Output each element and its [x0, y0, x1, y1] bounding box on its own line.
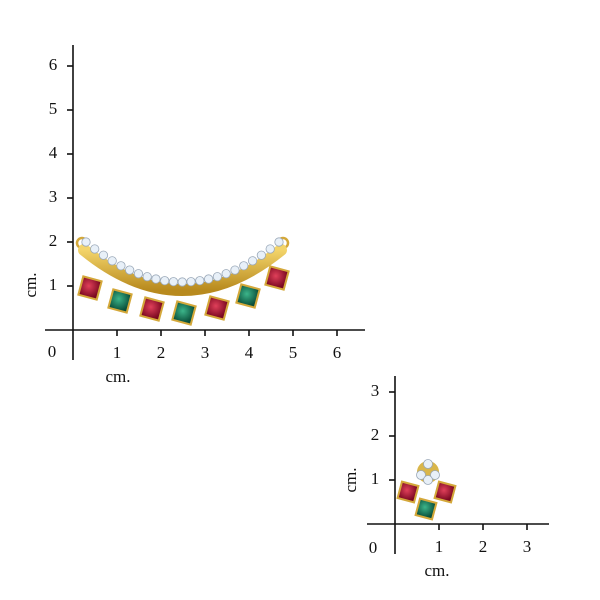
y-tick-label: 2	[371, 425, 380, 444]
x-tick-label: 1	[113, 343, 122, 362]
diamond	[430, 470, 440, 480]
diamond	[212, 272, 222, 282]
diamond	[274, 237, 284, 247]
gem	[266, 267, 288, 289]
x-tick-label: 6	[333, 343, 342, 362]
gem	[398, 482, 418, 502]
x-tick-label: 3	[523, 537, 532, 556]
diamond	[81, 237, 91, 247]
x-axis-label: cm.	[424, 561, 449, 580]
y-tick-label: 2	[49, 231, 58, 250]
diamond	[142, 272, 152, 282]
diamond	[168, 277, 179, 287]
y-tick-label: 4	[49, 143, 58, 162]
diamond	[416, 470, 426, 480]
gem	[173, 302, 195, 324]
diamond	[195, 276, 205, 286]
gem	[109, 290, 131, 312]
y-tick-label: 3	[49, 187, 58, 206]
diamond	[221, 269, 231, 279]
diamond	[186, 277, 196, 287]
diamond	[98, 250, 109, 260]
diamond	[203, 274, 214, 284]
gem	[141, 298, 163, 320]
diamond	[177, 277, 187, 287]
y-tick-label: 6	[49, 55, 58, 74]
y-tick-label: 5	[49, 99, 58, 118]
y-axis-label: cm.	[21, 272, 40, 297]
gem	[237, 285, 259, 307]
diamond	[423, 475, 433, 485]
pendant-image	[75, 236, 290, 326]
diamond	[90, 244, 100, 254]
origin-label: 0	[48, 342, 57, 361]
gem	[435, 482, 455, 502]
y-tick-label: 1	[49, 275, 58, 294]
x-tick-label: 5	[289, 343, 298, 362]
earring-image	[396, 459, 457, 521]
diamond	[160, 276, 170, 286]
x-tick-label: 3	[201, 343, 210, 362]
y-tick-label: 1	[371, 469, 380, 488]
diamond	[423, 459, 433, 469]
gem	[79, 277, 101, 299]
gem	[416, 499, 436, 519]
y-axis-label: cm.	[341, 467, 360, 492]
y-tick-label: 3	[371, 381, 380, 400]
origin-label: 0	[369, 538, 378, 557]
x-tick-label: 2	[479, 537, 488, 556]
x-tick-label: 2	[157, 343, 166, 362]
diamond	[265, 244, 275, 254]
diamond	[116, 261, 126, 271]
diamond	[239, 261, 249, 271]
x-tick-label: 4	[245, 343, 254, 362]
diamond	[256, 250, 266, 260]
x-tick-label: 1	[435, 537, 444, 556]
diamond	[133, 269, 144, 279]
x-axis-label: cm.	[105, 367, 130, 386]
gem	[206, 297, 228, 319]
diamond	[247, 256, 258, 266]
diamond	[230, 265, 240, 275]
diamond	[151, 274, 161, 284]
diamond	[107, 256, 117, 266]
diamond	[125, 265, 135, 275]
